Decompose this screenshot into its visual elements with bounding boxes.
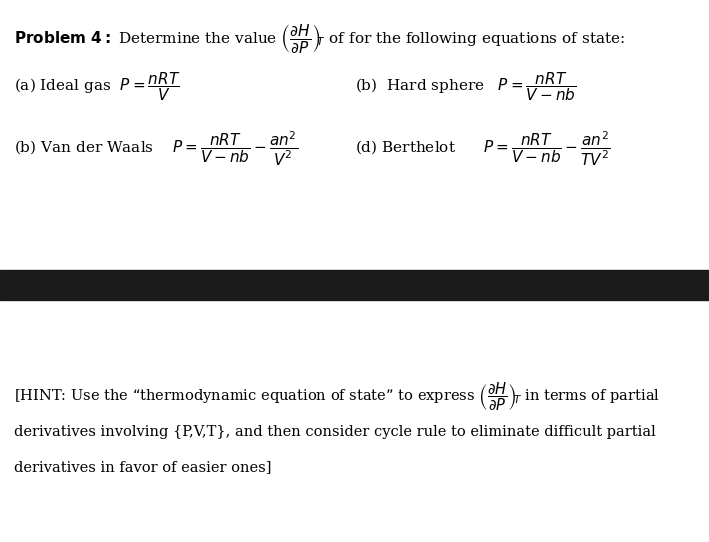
- Text: (d) Berthelot      $P = \dfrac{nRT}{V - nb} - \dfrac{an^2}{TV^2}$: (d) Berthelot $P = \dfrac{nRT}{V - nb} -…: [355, 130, 610, 168]
- Text: (b)  Hard sphere   $P = \dfrac{nRT}{V - nb}$: (b) Hard sphere $P = \dfrac{nRT}{V - nb}…: [355, 70, 576, 103]
- Text: $\bf{Problem\ 4:}$ Determine the value $\left(\dfrac{\partial H}{\partial P}\rig: $\bf{Problem\ 4:}$ Determine the value $…: [14, 22, 625, 55]
- Text: derivatives involving {P,V,T}, and then consider cycle rule to eliminate difficu: derivatives involving {P,V,T}, and then …: [14, 425, 656, 439]
- Text: derivatives in favor of easier ones]: derivatives in favor of easier ones]: [14, 460, 272, 474]
- Bar: [0, 270, 709, 300]
- Text: (b) Van der Waals    $P = \dfrac{nRT}{V - nb} - \dfrac{an^2}{V^2}$: (b) Van der Waals $P = \dfrac{nRT}{V - n…: [14, 130, 298, 168]
- Text: [HINT: Use the “thermodynamic equation of state” to express $\left(\dfrac{\parti: [HINT: Use the “thermodynamic equation o…: [14, 380, 660, 412]
- Text: (a) Ideal gas  $P = \dfrac{nRT}{V}$: (a) Ideal gas $P = \dfrac{nRT}{V}$: [14, 70, 180, 103]
